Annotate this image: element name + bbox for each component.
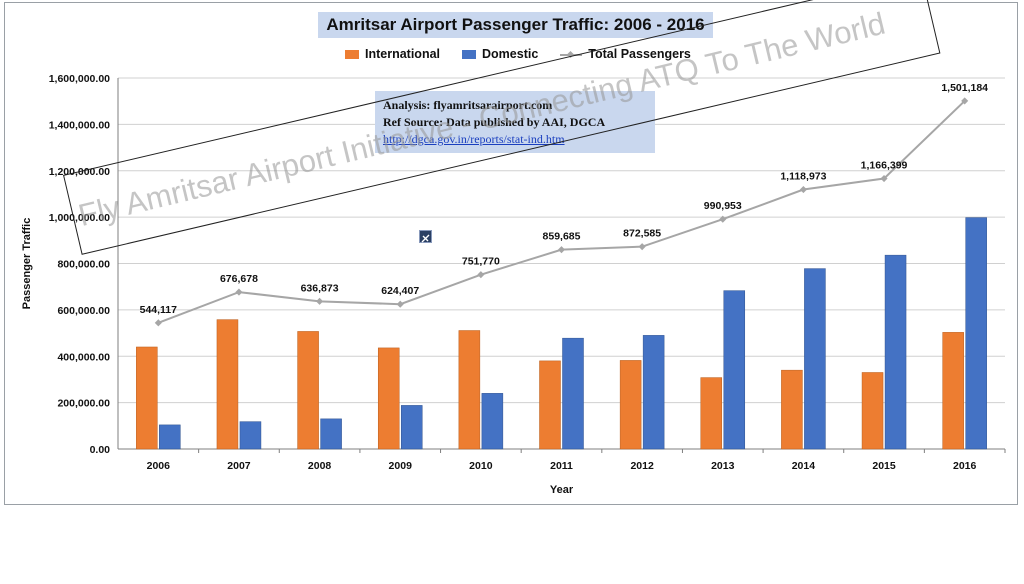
y-tick-label: 1,200,000.00 <box>49 166 110 178</box>
bar-international <box>619 360 642 450</box>
point-total-passengers <box>235 288 243 296</box>
x-tick-label: 2007 <box>227 460 251 472</box>
bar-international <box>297 331 319 450</box>
bar-domestic <box>481 393 504 450</box>
legend-item-international: International <box>345 47 440 61</box>
legend-swatch-domestic <box>462 49 477 59</box>
bar-international <box>700 377 723 450</box>
y-tick-label: 1,000,000.00 <box>49 212 110 224</box>
bar-international <box>861 372 884 450</box>
bar-domestic <box>320 418 342 450</box>
point-total-passengers <box>719 215 727 223</box>
bar-domestic <box>884 254 907 450</box>
y-tick-label: 400,000.00 <box>57 351 110 363</box>
data-label-total: 990,953 <box>704 200 742 212</box>
y-tick-label: 800,000.00 <box>57 259 110 271</box>
point-total-passengers <box>799 186 807 194</box>
data-label-total: 859,685 <box>543 231 581 243</box>
annotation-source: Ref Source: Data published by AAI, DGCA <box>383 115 606 129</box>
bar-domestic <box>159 424 181 450</box>
bar-domestic <box>804 268 826 450</box>
bar-domestic <box>562 337 584 450</box>
legend-label-domestic: Domestic <box>482 47 539 61</box>
chart-title: Amritsar Airport Passenger Traffic: 2006… <box>318 12 713 38</box>
point-total-passengers <box>477 271 485 279</box>
x-tick-label: 2016 <box>953 460 977 472</box>
data-label-total: 636,873 <box>301 282 339 294</box>
annotation-link[interactable]: http://dgca.gov.in/reports/stat-ind.htm <box>383 132 565 146</box>
x-tick-label: 2011 <box>550 460 573 472</box>
point-total-passengers <box>557 246 566 254</box>
bar-international <box>781 369 803 450</box>
y-tick-label: 200,000.00 <box>57 398 110 410</box>
chart-frame: 0.00 200,000.00 400,000.00 600,000.00 800,00… <box>4 0 1018 505</box>
legend-swatch-international <box>345 49 359 59</box>
legend-item-total: Total Passengers <box>560 47 691 61</box>
y-tick-label: 0.00 <box>90 444 111 456</box>
image-placeholder-icon <box>419 230 432 243</box>
bar-international <box>942 332 964 450</box>
bar-domestic <box>723 290 746 450</box>
chart-legend: International Domestic Total Passengers <box>345 47 691 61</box>
point-total-passengers <box>638 243 646 251</box>
bar-international <box>539 360 561 450</box>
data-label-total: 544,117 <box>140 304 178 316</box>
point-total-passengers <box>880 175 888 183</box>
data-label-total: 751,770 <box>462 256 500 268</box>
x-tick-label: 2012 <box>630 460 654 472</box>
legend-item-domestic: Domestic <box>462 47 538 61</box>
bar-international <box>216 319 239 450</box>
data-label-total: 1,166,399 <box>861 160 908 172</box>
source-annotation: Analysis: flyamritsarairport.com Ref Sou… <box>375 91 655 153</box>
bar-domestic <box>965 217 987 450</box>
data-label-total: 1,501,184 <box>941 82 988 94</box>
x-tick-label: 2010 <box>469 460 493 472</box>
bar-international <box>458 330 481 450</box>
bar-international <box>377 347 400 450</box>
point-total-passengers <box>154 319 162 327</box>
legend-label-international: International <box>365 47 441 61</box>
y-tick-label: 1,600,000.00 <box>49 73 110 85</box>
x-tick-label: 2013 <box>711 460 735 472</box>
x-tick-label: 2015 <box>872 460 896 472</box>
data-label-total: 676,678 <box>220 273 258 285</box>
bar-domestic <box>400 405 423 450</box>
legend-label-total: Total Passengers <box>588 47 691 61</box>
y-tick-label: 1,400,000.00 <box>49 119 110 131</box>
y-axis-title: Passenger Traffic <box>21 218 33 310</box>
annotation-analysis: Analysis: flyamritsarairport.com <box>383 98 553 112</box>
bar-domestic <box>239 421 262 450</box>
data-label-total: 872,585 <box>623 228 661 240</box>
x-axis-title: Year <box>550 484 574 496</box>
point-total-passengers <box>316 297 324 305</box>
x-tick-label: 2008 <box>308 460 332 472</box>
x-tick-label: 2006 <box>147 460 171 472</box>
chart-plot: 0.00 200,000.00 400,000.00 600,000.00 800,00… <box>21 73 1006 496</box>
point-total-passengers <box>961 97 969 105</box>
bar-domestic <box>642 335 665 450</box>
data-label-total: 624,407 <box>381 285 419 297</box>
point-total-passengers <box>396 300 404 308</box>
y-tick-label: 600,000.00 <box>57 305 110 317</box>
legend-swatch-total <box>560 50 583 59</box>
x-tick-label: 2014 <box>792 460 816 472</box>
bar-international <box>136 346 158 450</box>
x-tick-label: 2009 <box>389 460 413 472</box>
data-label-total: 1,118,973 <box>780 171 826 183</box>
